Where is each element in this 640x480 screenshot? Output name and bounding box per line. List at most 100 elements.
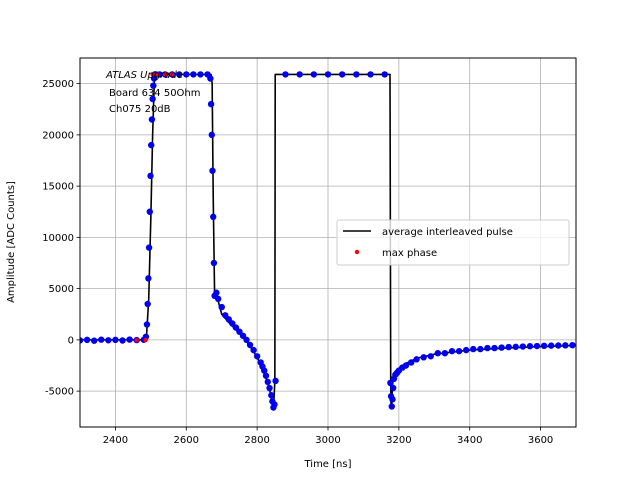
samples-point [149, 95, 156, 103]
samples-point [353, 71, 360, 78]
legend-label-max-phase: max phase [382, 248, 437, 259]
samples-point [243, 336, 250, 344]
samples-point [389, 396, 396, 403]
samples-point [484, 344, 491, 352]
samples-point [261, 367, 268, 374]
samples-point [562, 342, 569, 349]
samples-point [266, 384, 273, 392]
samples-point [143, 321, 151, 328]
samples-point [367, 71, 374, 78]
samples-point [80, 337, 84, 344]
samples-point [555, 342, 562, 349]
samples-point [264, 378, 271, 386]
samples-point [105, 337, 112, 344]
y-tick-label: 25000 [42, 79, 74, 90]
x-tick-label: 2600 [174, 435, 199, 446]
samples-point [145, 244, 153, 251]
x-tick-label: 3000 [315, 435, 340, 446]
samples-point [98, 336, 105, 343]
samples-point [190, 71, 197, 78]
samples-point [147, 172, 154, 180]
samples-point [268, 392, 275, 399]
chart-annotation: ATLAS Upgrade Board 634 50Ohm Ch075 20dB [105, 70, 201, 115]
samples-point [126, 336, 133, 343]
samples-point [470, 345, 477, 353]
y-tick-label: 0 [68, 335, 74, 346]
samples-point [533, 342, 541, 350]
samples-point [462, 346, 470, 354]
legend-label-average-pulse: average interleaved pulse [382, 227, 513, 238]
samples-point [176, 71, 183, 78]
samples-point [296, 71, 303, 78]
samples-point [272, 377, 279, 385]
samples-point [512, 343, 519, 351]
x-tick-label: 2400 [103, 435, 128, 446]
samples-point [427, 353, 434, 360]
samples-point [324, 71, 332, 78]
max-phase-point [162, 72, 168, 77]
y-tick-label: 20000 [42, 130, 74, 141]
samples-point [441, 350, 449, 357]
samples-point [144, 300, 151, 308]
x-tick-label: 2800 [244, 435, 269, 446]
x-tick-label: 3400 [457, 435, 482, 446]
y-axis-label: Amplitude [ADC Counts] [6, 181, 17, 303]
samples-point [381, 71, 388, 78]
legend-dot-marker [354, 249, 360, 255]
max-phase-point [150, 72, 155, 77]
samples-point [271, 401, 278, 408]
legend-box [336, 219, 570, 266]
max-phase-point [134, 337, 139, 343]
samples-point [183, 71, 190, 78]
annotation-line-1: ATLAS Upgrade [105, 70, 183, 81]
y-tick-label: 15000 [42, 182, 74, 193]
max-phase-point [155, 72, 161, 77]
samples-point [282, 71, 289, 78]
annotation-line-2: Board 634 50Ohm [109, 88, 201, 99]
samples-point [434, 350, 442, 357]
samples-point [90, 337, 98, 344]
samples-point [420, 354, 427, 361]
samples-point [455, 347, 463, 355]
samples-point [519, 343, 527, 350]
x-tick-label: 3200 [386, 435, 411, 446]
samples-point [253, 353, 261, 360]
samples-point [208, 131, 215, 139]
samples-point [112, 336, 119, 344]
max-phase-point [143, 337, 148, 343]
y-tick-label: 10000 [42, 233, 74, 244]
samples-point [338, 71, 346, 78]
samples-point [250, 346, 257, 354]
samples-point [389, 384, 397, 392]
samples-point [210, 259, 218, 267]
samples-point [207, 75, 214, 82]
annotation-line-3: Ch075 20dB [109, 104, 171, 115]
samples-point [207, 100, 215, 108]
samples-point [413, 356, 420, 363]
samples-point [569, 342, 576, 349]
samples-point [388, 403, 395, 410]
samples-point [505, 343, 512, 351]
samples-point [548, 342, 555, 349]
samples-point [209, 167, 216, 174]
samples-point [498, 344, 505, 351]
samples-point [213, 289, 220, 296]
samples-point [477, 345, 484, 353]
samples-point [150, 82, 157, 89]
samples-point [197, 71, 204, 78]
samples-point [119, 337, 126, 344]
samples-point [262, 372, 270, 379]
y-tick-label: -5000 [45, 387, 74, 398]
samples-point [402, 362, 410, 369]
x-axis-label: Time [ns] [303, 459, 351, 470]
samples-point [148, 141, 155, 149]
axis-ticks: 2400 2600 2800 3000 3200 3400 3600 -5000 0 5000 10… [42, 79, 553, 446]
samples-point [246, 341, 254, 349]
samples-point [526, 343, 534, 350]
plot-area [80, 71, 576, 411]
legend: average interleaved pulse max phase [336, 219, 570, 266]
samples-point [145, 275, 152, 282]
samples-point [540, 342, 548, 350]
samples-point [408, 359, 415, 366]
